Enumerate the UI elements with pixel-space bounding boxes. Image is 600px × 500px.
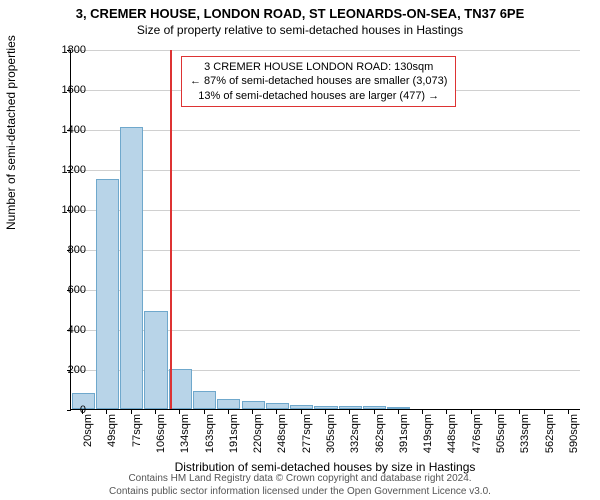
histogram-bar bbox=[96, 179, 119, 409]
gridline bbox=[71, 50, 580, 51]
x-tick-label: 277sqm bbox=[301, 414, 313, 464]
x-tick-label: 220sqm bbox=[252, 414, 264, 464]
histogram-bar bbox=[387, 407, 410, 409]
x-tick-label: 476sqm bbox=[471, 414, 483, 464]
histogram-bar bbox=[290, 405, 313, 409]
y-tick-label: 1000 bbox=[46, 204, 86, 216]
y-tick-label: 1400 bbox=[46, 124, 86, 136]
x-tick-label: 533sqm bbox=[519, 414, 531, 464]
x-tick-label: 419sqm bbox=[422, 414, 434, 464]
histogram-bar bbox=[339, 406, 362, 409]
y-tick-label: 200 bbox=[46, 364, 86, 376]
x-tick-label: 49sqm bbox=[106, 414, 118, 464]
histogram-bar bbox=[266, 403, 289, 409]
x-tick-label: 362sqm bbox=[374, 414, 386, 464]
chart-container: 3, CREMER HOUSE, LONDON ROAD, ST LEONARD… bbox=[0, 0, 600, 500]
gridline bbox=[71, 210, 580, 211]
y-tick-label: 600 bbox=[46, 284, 86, 296]
gridline bbox=[71, 170, 580, 171]
footer-line2: Contains public sector information licen… bbox=[0, 486, 600, 499]
x-tick-label: 77sqm bbox=[131, 414, 143, 464]
histogram-bar bbox=[217, 399, 240, 409]
gridline bbox=[71, 250, 580, 251]
x-tick-label: 332sqm bbox=[349, 414, 361, 464]
y-tick-label: 0 bbox=[46, 404, 86, 416]
footer-line1: Contains HM Land Registry data © Crown c… bbox=[0, 473, 600, 486]
x-tick-label: 106sqm bbox=[155, 414, 167, 464]
plot-area: 3 CREMER HOUSE LONDON ROAD: 130sqm ← 87%… bbox=[70, 50, 580, 410]
property-info-box: 3 CREMER HOUSE LONDON ROAD: 130sqm ← 87%… bbox=[181, 56, 456, 107]
gridline bbox=[71, 290, 580, 291]
y-tick-label: 1600 bbox=[46, 84, 86, 96]
chart-title-line1: 3, CREMER HOUSE, LONDON ROAD, ST LEONARD… bbox=[0, 0, 600, 21]
chart-title-line2: Size of property relative to semi-detach… bbox=[0, 21, 600, 37]
histogram-bar bbox=[144, 311, 167, 409]
y-tick-label: 1200 bbox=[46, 164, 86, 176]
x-tick-label: 163sqm bbox=[204, 414, 216, 464]
y-axis-label: Number of semi-detached properties bbox=[4, 35, 18, 230]
x-tick-label: 562sqm bbox=[544, 414, 556, 464]
info-box-line1: 3 CREMER HOUSE LONDON ROAD: 130sqm bbox=[190, 60, 447, 74]
x-tick-label: 305sqm bbox=[325, 414, 337, 464]
y-tick-label: 1800 bbox=[46, 44, 86, 56]
x-tick-label: 505sqm bbox=[495, 414, 507, 464]
x-tick-label: 248sqm bbox=[276, 414, 288, 464]
x-tick-label: 391sqm bbox=[398, 414, 410, 464]
x-tick-label: 134sqm bbox=[179, 414, 191, 464]
y-tick-label: 800 bbox=[46, 244, 86, 256]
histogram-bar bbox=[314, 406, 337, 409]
x-tick-label: 20sqm bbox=[82, 414, 94, 464]
histogram-bar bbox=[120, 127, 143, 409]
x-tick-label: 448sqm bbox=[446, 414, 458, 464]
histogram-bar bbox=[242, 401, 265, 409]
histogram-bar bbox=[193, 391, 216, 409]
x-tick-label: 191sqm bbox=[228, 414, 240, 464]
x-tick-label: 590sqm bbox=[568, 414, 580, 464]
info-box-line2: ← 87% of semi-detached houses are smalle… bbox=[190, 74, 447, 88]
y-tick-label: 400 bbox=[46, 324, 86, 336]
property-marker-line bbox=[170, 50, 172, 409]
gridline bbox=[71, 130, 580, 131]
info-box-line3: 13% of semi-detached houses are larger (… bbox=[190, 89, 447, 103]
histogram-bar bbox=[363, 406, 386, 409]
footer-attribution: Contains HM Land Registry data © Crown c… bbox=[0, 473, 600, 498]
